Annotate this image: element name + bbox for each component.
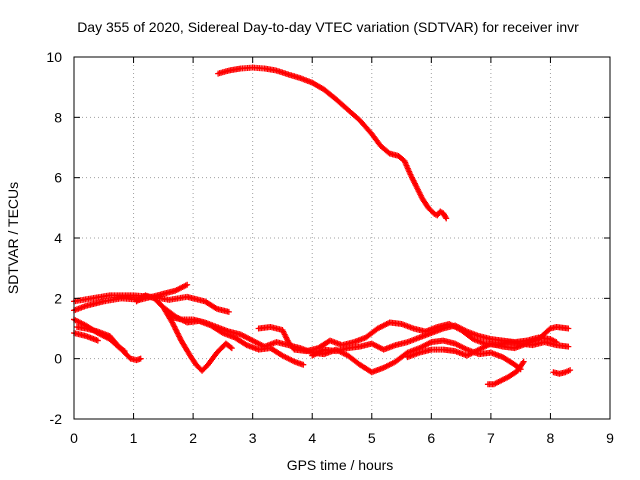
x-tick-label: 2 [189,430,197,446]
data-point [442,214,449,221]
data-point [227,344,234,351]
data-point [519,359,526,366]
y-tick-label: 2 [54,290,62,306]
y-tick-label: 4 [54,230,62,246]
series-track-k [404,323,572,361]
x-tick-label: 8 [547,430,555,446]
data-point [565,343,572,350]
y-tick-label: 6 [54,170,62,186]
x-tick-label: 7 [487,430,495,446]
data-point [567,367,574,374]
data-point [137,355,144,362]
data-points [71,64,574,388]
y-tick-label: 0 [54,351,62,367]
x-tick-label: 6 [427,430,435,446]
data-point [520,358,527,365]
data-point [565,325,572,332]
chart-title: Day 355 of 2020, Sidereal Day-to-day VTE… [77,19,579,35]
series-track-high [215,64,450,222]
data-point [300,361,307,368]
series-track-d [73,323,128,355]
data-point [94,337,101,344]
data-point [553,339,560,346]
y-tick-label: -2 [50,411,63,427]
x-tick-label: 5 [368,430,376,446]
data-point [225,308,232,315]
x-tick-label: 1 [130,430,138,446]
x-axis-label: GPS time / hours [287,457,394,473]
data-point [212,305,219,312]
data-point [184,281,191,288]
x-tick-label: 9 [606,430,614,446]
x-tick-label: 4 [308,430,316,446]
data-point [121,348,128,355]
data-point [228,345,235,352]
data-point [120,347,127,354]
y-axis-label: SDTVAR / TECUs [5,182,21,294]
y-axis-ticks: -2 0 2 4 6 8 10 [46,49,610,427]
x-tick-label: 0 [70,430,78,446]
y-tick-label: 8 [54,109,62,125]
series-track-c [71,316,144,364]
series-track-m [550,367,574,377]
x-tick-label: 3 [249,430,257,446]
y-tick-label: 10 [46,49,62,65]
grid-lines [74,57,610,419]
series-track-e [71,330,101,344]
x-axis-ticks: 0 1 2 3 4 5 6 7 8 9 [70,57,614,446]
data-point [443,215,450,222]
series-track-l [484,358,527,388]
